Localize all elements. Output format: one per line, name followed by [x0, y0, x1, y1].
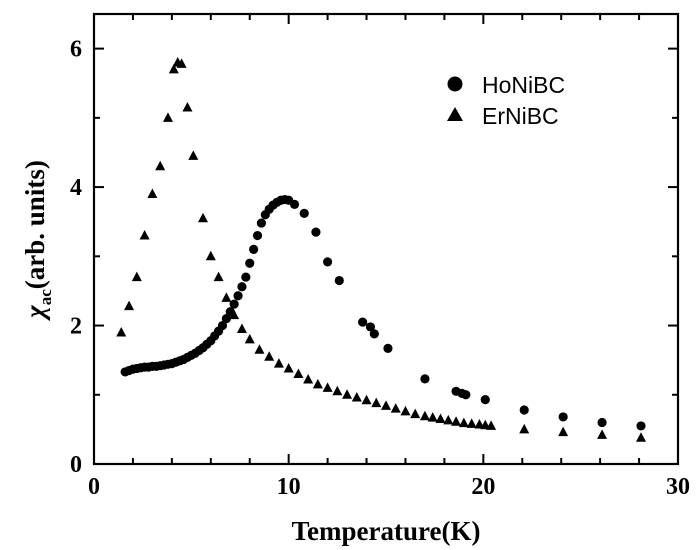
legend: HoNiBC ErNiBC	[447, 72, 565, 129]
data-point-ernibc	[558, 426, 569, 437]
data-point-ernibc	[410, 408, 421, 419]
data-point-honibc	[365, 322, 376, 332]
data-point-ernibc	[176, 58, 187, 68]
y-axis-symbol: χ	[20, 305, 50, 322]
data-point-ernibc	[419, 410, 430, 421]
data-point-ernibc	[351, 392, 362, 402]
data-point-ernibc	[236, 323, 247, 333]
y-tick-label: 6	[70, 37, 82, 63]
y-axis-subscript: ac	[36, 289, 55, 306]
legend-marker-triangle	[447, 107, 463, 121]
data-point-ernibc	[229, 309, 240, 320]
data-point-ernibc	[303, 374, 314, 384]
data-point-honibc	[311, 227, 321, 237]
y-axis-title: χac(arb. units)	[20, 160, 55, 322]
data-point-ernibc	[116, 326, 127, 337]
data-point-honibc	[249, 244, 259, 254]
data-point-honibc	[597, 417, 607, 428]
x-tick-label: 10	[277, 474, 301, 500]
data-point-ernibc	[205, 250, 216, 261]
plot-frame	[92, 12, 680, 466]
data-point-honibc	[217, 320, 228, 331]
data-point-ernibc	[273, 358, 284, 368]
data-point-ernibc	[458, 417, 469, 428]
x-axis-title: Temperature(K)	[292, 516, 481, 546]
data-point-ernibc	[147, 188, 158, 198]
axis-ticks	[93, 14, 679, 465]
data-point-ernibc	[427, 412, 438, 422]
data-point-ernibc	[342, 389, 353, 399]
data-point-honibc	[252, 230, 263, 241]
data-point-honibc	[237, 282, 247, 292]
data-point-ernibc	[155, 160, 166, 171]
y-tick-label: 4	[70, 175, 82, 201]
data-point-ernibc	[451, 416, 462, 426]
data-point-ernibc	[519, 423, 530, 434]
data-point-honibc	[383, 343, 393, 353]
data-point-honibc	[221, 314, 231, 324]
data-point-ernibc	[162, 112, 173, 122]
data-point-ernibc	[213, 271, 224, 282]
data-point-honibc	[241, 272, 251, 282]
data-point-honibc	[461, 390, 471, 400]
data-point-honibc	[369, 329, 379, 339]
data-point-ernibc	[182, 101, 193, 112]
y-axis-units: (arb. units)	[20, 160, 50, 289]
data-point-ernibc	[244, 333, 255, 344]
data-point-ernibc	[361, 394, 372, 405]
data-point-ernibc	[139, 230, 150, 240]
data-point-honibc	[289, 199, 300, 209]
data-point-honibc	[323, 257, 333, 267]
y-tick-label: 2	[70, 314, 82, 340]
data-point-ernibc	[486, 420, 497, 430]
data-point-ernibc	[221, 292, 232, 302]
data-point-ernibc	[443, 414, 454, 425]
data-point-honibc	[636, 421, 646, 431]
tick-labels: 0 10 20 30 0 2 4 6	[70, 37, 690, 500]
data-point-ernibc	[168, 63, 179, 74]
x-tick-label: 0	[88, 474, 100, 500]
legend-label-2: ErNiBC	[482, 103, 559, 129]
data-point-honibc	[558, 412, 568, 422]
data-point-honibc	[299, 208, 309, 218]
data-point-honibc	[256, 218, 267, 228]
data-point-ernibc	[312, 378, 323, 389]
data-point-ernibc	[124, 300, 135, 311]
data-point-ernibc	[254, 344, 265, 354]
data-point-ernibc	[293, 368, 304, 378]
data-point-honibc	[358, 317, 368, 327]
data-point-ernibc	[188, 150, 199, 160]
data-point-ernibc	[371, 397, 382, 408]
data-point-honibc	[519, 405, 529, 415]
data-point-ernibc	[131, 271, 142, 282]
data-point-ernibc	[400, 405, 411, 416]
data-marks	[116, 56, 647, 442]
data-point-ernibc	[264, 351, 275, 361]
data-point-ernibc	[636, 432, 647, 442]
legend-marker-circle	[447, 76, 463, 92]
data-point-ernibc	[283, 362, 294, 373]
data-point-honibc	[245, 258, 255, 268]
data-point-ernibc	[332, 385, 343, 396]
data-point-honibc	[420, 374, 430, 384]
data-point-honibc	[334, 275, 344, 286]
data-point-ernibc	[597, 429, 608, 439]
y-tick-label: 0	[70, 452, 82, 478]
data-point-ernibc	[322, 382, 333, 392]
data-point-honibc	[229, 299, 239, 309]
x-tick-label: 30	[666, 474, 690, 500]
data-point-ernibc	[466, 418, 477, 428]
data-point-ernibc	[435, 413, 446, 423]
x-tick-label: 20	[471, 474, 495, 500]
legend-label-1: HoNiBC	[482, 72, 565, 98]
data-point-honibc	[480, 395, 490, 405]
data-point-ernibc	[390, 403, 401, 413]
data-point-ernibc	[198, 212, 209, 223]
data-point-ernibc	[381, 400, 391, 410]
data-point-honibc	[233, 291, 243, 301]
